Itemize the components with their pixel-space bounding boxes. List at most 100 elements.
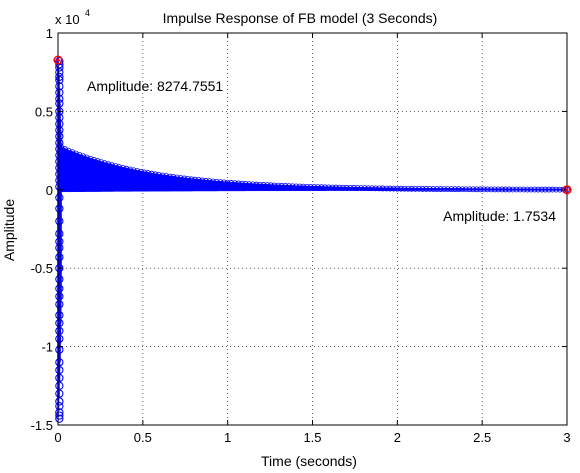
stem-marker xyxy=(549,186,556,193)
stem-marker xyxy=(177,175,184,181)
stem-marker xyxy=(459,186,466,193)
y-axis-label: Amplitude xyxy=(1,199,17,261)
x-tick-label: 0.5 xyxy=(134,430,152,445)
stem-marker xyxy=(351,185,357,191)
stem-marker xyxy=(462,186,469,193)
stem-marker xyxy=(325,184,332,191)
stem-marker xyxy=(55,229,64,238)
datatip-marker xyxy=(53,55,63,65)
stem-marker xyxy=(55,113,64,122)
stem-marker xyxy=(55,119,64,129)
stem-marker xyxy=(499,186,505,193)
x-tick-label: 3 xyxy=(563,430,570,445)
stem-marker xyxy=(347,184,354,191)
stem-marker xyxy=(55,411,64,420)
stem-marker xyxy=(206,178,213,185)
stem-marker xyxy=(506,186,513,193)
stem-marker xyxy=(159,172,166,179)
stem-marker xyxy=(87,155,94,162)
stem-marker xyxy=(199,177,206,184)
y-tick-label: 1 xyxy=(46,26,53,41)
stem-marker xyxy=(444,186,451,193)
stem-marker xyxy=(163,173,170,179)
stem-marker xyxy=(55,300,64,309)
stem-marker xyxy=(336,184,343,191)
stem-marker xyxy=(55,318,64,328)
stem-marker xyxy=(278,182,285,189)
stem-marker xyxy=(477,186,484,193)
stem-marker xyxy=(55,373,64,383)
stem-marker xyxy=(55,157,64,166)
stem-marker xyxy=(535,186,542,193)
stem-marker xyxy=(55,243,64,252)
stem-marker xyxy=(55,169,64,179)
stem-marker xyxy=(473,186,480,193)
stem-marker xyxy=(242,181,249,187)
stem-marker xyxy=(267,182,274,189)
stem-marker xyxy=(228,180,235,186)
stem-marker xyxy=(289,183,296,190)
stem-marker xyxy=(405,185,411,192)
stem-marker xyxy=(412,185,419,192)
x-tick-label: 0 xyxy=(54,430,61,445)
stem-marker xyxy=(300,183,307,190)
stem-marker xyxy=(55,408,64,417)
stem-marker xyxy=(249,181,256,188)
stem-marker xyxy=(527,186,534,193)
stem-marker xyxy=(253,181,260,188)
stem-marker xyxy=(166,173,173,180)
stem-marker xyxy=(538,186,545,193)
stem-marker xyxy=(72,150,79,157)
stem-marker xyxy=(531,186,538,193)
stem-marker xyxy=(390,185,397,192)
stem-marker xyxy=(195,177,202,183)
stem-marker xyxy=(181,175,188,182)
stem-marker xyxy=(213,178,220,185)
stem-marker xyxy=(148,170,155,177)
stem-marker xyxy=(127,166,133,173)
stem-marker xyxy=(170,174,177,180)
stem-marker xyxy=(174,174,180,181)
stem-marker xyxy=(481,186,487,193)
stem-marker xyxy=(246,181,253,188)
stem-marker xyxy=(152,171,159,178)
stem-marker xyxy=(55,88,64,97)
stem-marker xyxy=(55,365,64,375)
stem-marker xyxy=(112,163,119,170)
y-tick-label: -0.5 xyxy=(31,261,53,276)
stem-marker xyxy=(145,170,151,176)
stem-marker xyxy=(55,253,64,262)
stem-marker xyxy=(293,183,300,190)
stem-marker xyxy=(98,159,105,166)
stem-marker xyxy=(542,186,549,193)
stem-marker xyxy=(264,182,271,189)
stem-marker xyxy=(488,186,495,193)
stem-marker xyxy=(55,358,64,367)
stem-marker xyxy=(55,397,64,406)
stem-marker xyxy=(69,149,76,156)
stem-marker xyxy=(304,183,310,190)
stem-marker xyxy=(466,186,473,193)
x-tick-label: 2 xyxy=(394,430,401,445)
stem-marker xyxy=(365,185,372,192)
stem-marker xyxy=(235,180,242,187)
stem-marker xyxy=(94,158,101,164)
stem-marker xyxy=(55,99,64,108)
stem-marker xyxy=(275,182,281,189)
stem-marker xyxy=(83,154,90,161)
stem-marker xyxy=(55,237,64,246)
stem-marker xyxy=(90,157,97,163)
stem-marker xyxy=(65,147,72,154)
y-multiplier-label: x 10 xyxy=(55,12,80,27)
stem-marker xyxy=(343,184,350,191)
stem-marker xyxy=(329,184,336,191)
stem-marker xyxy=(441,186,448,193)
datatip-label: Amplitude: 1.7534 xyxy=(443,208,556,224)
stem-marker xyxy=(55,381,64,390)
stem-marker xyxy=(55,275,64,284)
stem-marker xyxy=(260,182,267,188)
y-multiplier-exponent: 4 xyxy=(85,8,90,18)
stem-marker xyxy=(434,186,440,192)
stem-marker xyxy=(387,185,393,192)
